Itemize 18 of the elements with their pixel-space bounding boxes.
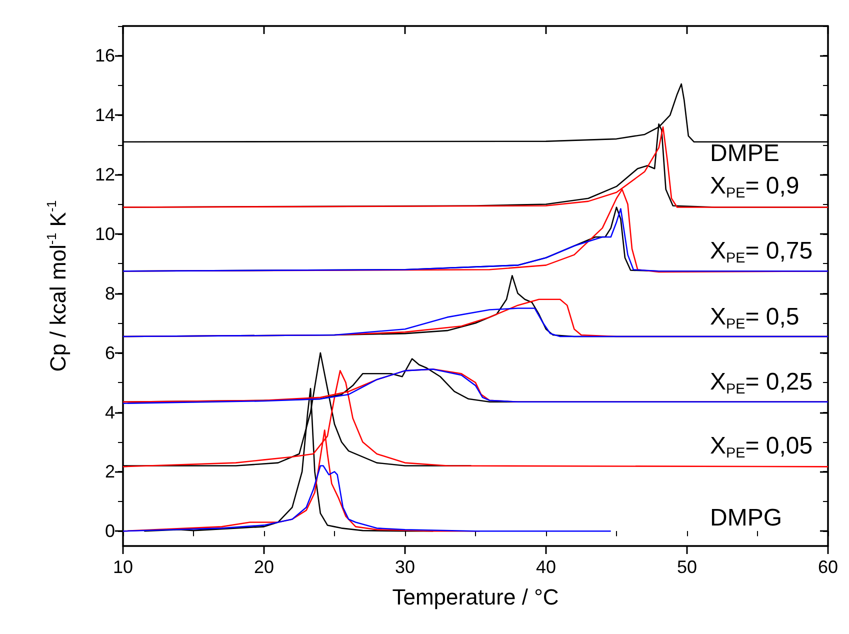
x-tick-label: 20 — [254, 557, 274, 577]
y-tick-label: 2 — [104, 462, 115, 482]
x-tick-label: 30 — [394, 557, 416, 577]
y-tick-label: 12 — [94, 164, 115, 185]
y-tick-label: 8 — [104, 283, 115, 304]
x-tick-label: 60 — [818, 557, 838, 577]
annotation: DMPG — [710, 504, 782, 532]
x-axis-title: Temperature / °C — [392, 584, 559, 610]
y-tick-label: 6 — [104, 342, 115, 363]
y-tick-label: 10 — [94, 224, 115, 244]
x-tick-label: 50 — [676, 557, 698, 577]
x-tick-label: 40 — [536, 557, 556, 577]
y-tick-label: 16 — [94, 46, 115, 66]
y-tick-label: 4 — [104, 402, 115, 422]
y-tick-label: 0 — [104, 521, 115, 542]
annotation: DMPE — [710, 140, 780, 167]
y-axis-title: Cp / kcal mol-1 K-1 — [44, 200, 70, 372]
y-tick-label: 14 — [94, 105, 115, 126]
